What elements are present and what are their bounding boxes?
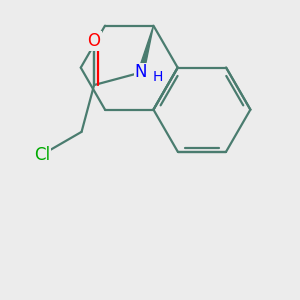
Text: Cl: Cl [34, 146, 50, 164]
Text: H: H [152, 70, 163, 84]
Text: N: N [135, 64, 147, 82]
Text: O: O [88, 32, 100, 50]
Polygon shape [138, 26, 154, 73]
